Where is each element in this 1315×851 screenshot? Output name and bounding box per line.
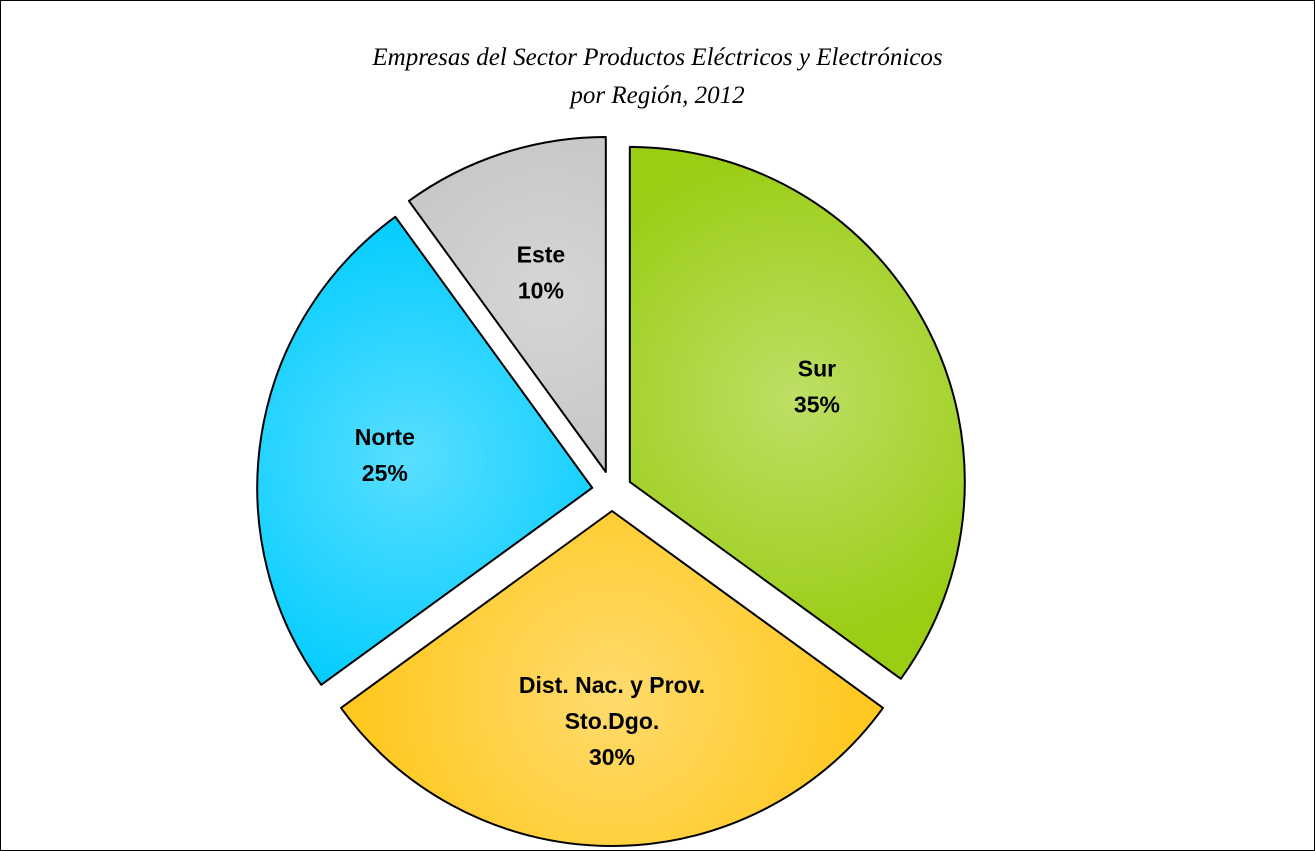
pie-label-norte: Norte 25% (355, 424, 415, 486)
pie-slice-dist-nac-y-prov-sto-dgo (339, 510, 885, 848)
pie-label-value: 30% (589, 744, 635, 770)
pie-label-dist-nac-y-prov-sto-dgo: Dist. Nac. y Prov. Sto.Dgo. 30% (519, 672, 705, 770)
pie-label-name: Este (517, 241, 566, 267)
pie-label-value: 35% (794, 392, 840, 418)
pie-label-sur: Sur 35% (794, 356, 840, 418)
pie-label-value: 10% (518, 277, 564, 303)
chart-title-line-2: por Región, 2012 (570, 82, 745, 109)
pie-labels: Sur 35% Dist. Nac. y Prov. Sto.Dgo. 30% Norte… (355, 241, 840, 770)
pie-slice-este (407, 135, 607, 473)
pie-label-value: 25% (362, 460, 408, 486)
pie-slice-norte (256, 215, 594, 686)
chart-title-line-1: Empresas del Sector Productos Eléctricos… (372, 44, 943, 71)
pie-label-name: Dist. Nac. y Prov. (519, 672, 705, 698)
pie-slice-sur (628, 145, 966, 680)
pie-slices (256, 135, 966, 848)
pie-label-name: Norte (355, 424, 415, 450)
pie-label-name: Sto.Dgo. (565, 708, 660, 734)
pie-label-este: Este 10% (517, 241, 566, 303)
chart-title: Empresas del Sector Productos Eléctricos… (1, 39, 1314, 115)
pie-label-name: Sur (798, 356, 836, 382)
